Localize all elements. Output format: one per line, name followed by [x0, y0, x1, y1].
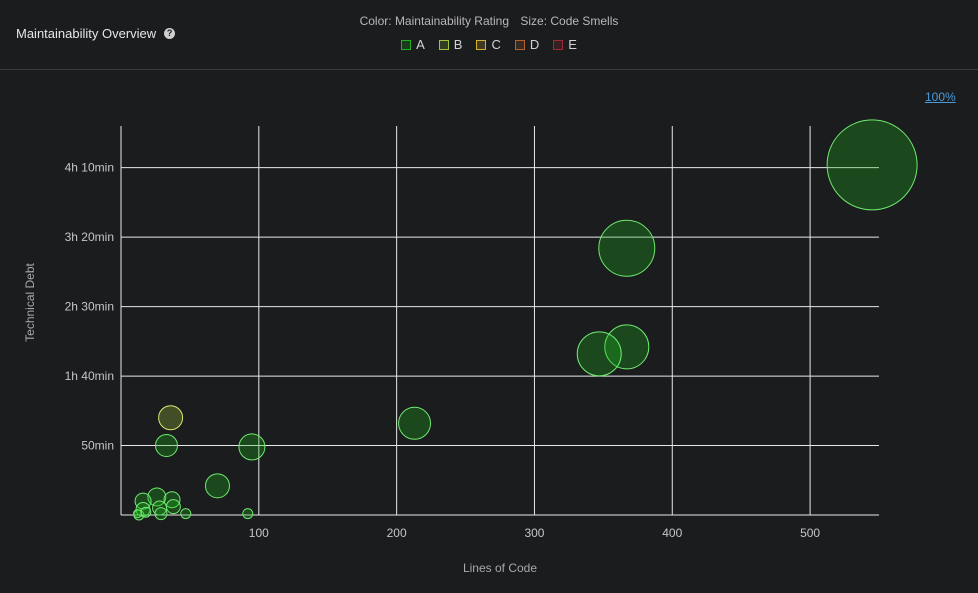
legend-swatch-b [438, 39, 449, 50]
size-caption: Size: Code Smells [520, 14, 619, 28]
data-bubble[interactable] [154, 507, 168, 521]
legend-swatch-e [553, 39, 564, 50]
help-icon[interactable]: ? [164, 28, 176, 39]
data-bubble[interactable] [598, 219, 656, 277]
data-bubble[interactable] [238, 433, 266, 461]
data-bubble[interactable] [133, 509, 143, 519]
data-bubble[interactable] [826, 119, 918, 211]
legend-swatch-a [401, 39, 412, 50]
data-bubble[interactable] [180, 508, 192, 520]
x-axis-title: Lines of Code [463, 561, 537, 575]
x-tick-label: 400 [662, 526, 682, 540]
legend-item-b[interactable]: B [438, 37, 463, 52]
data-bubble[interactable] [604, 324, 650, 370]
legend-label-d: D [529, 37, 540, 52]
zoom-reset-link[interactable]: 100% [925, 90, 956, 104]
x-tick-label: 100 [249, 526, 269, 540]
data-bubble[interactable] [165, 499, 181, 515]
data-bubble[interactable] [134, 492, 152, 510]
page-title: Maintainability Overview [16, 26, 157, 41]
legend-swatch-d [514, 39, 525, 50]
legend-label-c: C [491, 37, 501, 52]
y-tick-label: 1h 40min [65, 369, 114, 383]
color-caption: Color: Maintainability Rating [359, 14, 509, 28]
title-group: Maintainability Overview ? [16, 26, 176, 41]
data-bubble[interactable] [242, 508, 254, 520]
data-bubble[interactable] [576, 331, 622, 377]
y-tick-label: 3h 20min [65, 230, 114, 244]
x-tick-label: 500 [800, 526, 820, 540]
legend-label-a: A [416, 37, 425, 52]
legend-item-c[interactable]: C [476, 37, 501, 52]
chart-header: Maintainability Overview ? Color: Mainta… [0, 0, 978, 70]
data-bubble[interactable] [140, 506, 152, 518]
data-bubble[interactable] [398, 406, 432, 440]
x-tick-label: 300 [524, 526, 544, 540]
legend-label-b: B [453, 37, 463, 52]
legend-label-e: E [568, 37, 577, 52]
legend-item-a[interactable]: A [401, 37, 425, 52]
y-tick-label: 4h 10min [65, 161, 114, 175]
y-tick-label: 50min [81, 439, 114, 453]
data-bubble[interactable] [204, 473, 230, 499]
data-bubble[interactable] [154, 434, 178, 458]
data-bubble[interactable] [158, 405, 184, 431]
legend-swatch-c [476, 39, 487, 50]
y-axis-title: Technical Debt [23, 262, 37, 341]
x-tick-label: 200 [387, 526, 407, 540]
legend-item-d[interactable]: D [514, 37, 540, 52]
legend-item-e[interactable]: E [553, 37, 577, 52]
encoding-caption: Color: Maintainability Rating Size: Code… [0, 14, 978, 28]
rating-legend: A B C D E [0, 37, 978, 52]
y-tick-label: 2h 30min [65, 300, 114, 314]
